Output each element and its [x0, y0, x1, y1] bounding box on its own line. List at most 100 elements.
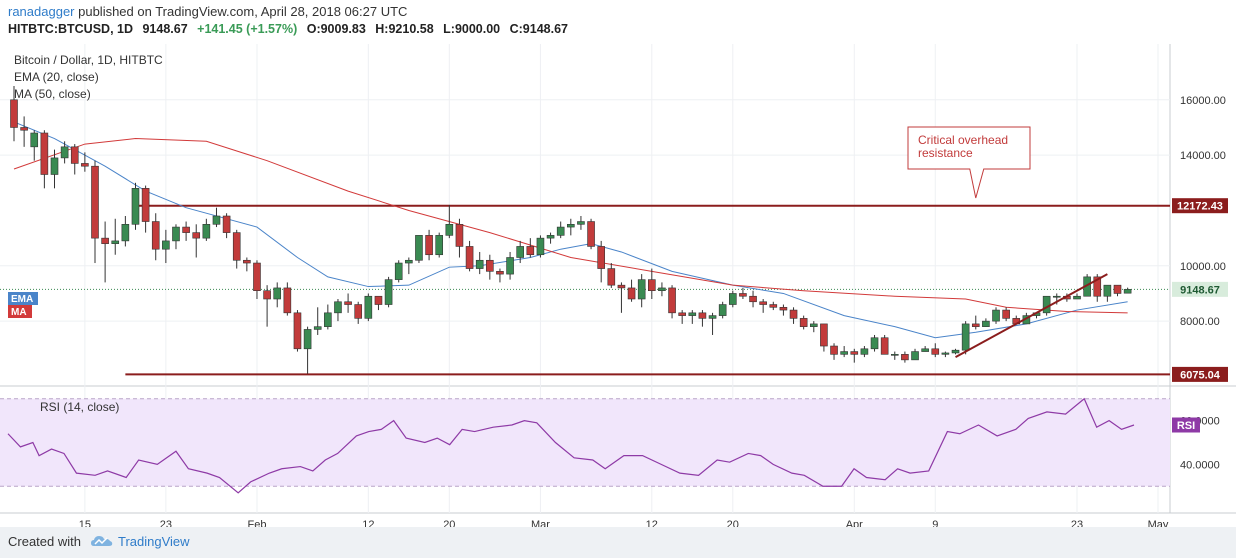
candle-down: [749, 295, 757, 303]
horizontal-levels: [0, 204, 1170, 376]
y-tick-label: 8000.00: [1180, 316, 1220, 328]
candle-down: [627, 287, 636, 300]
candle-up: [941, 352, 950, 355]
candle-down: [698, 312, 707, 319]
candle-down: [607, 268, 616, 286]
candle-up: [961, 323, 970, 351]
x-tick-label: 20: [443, 519, 455, 527]
candle-up: [475, 259, 484, 269]
candle-down: [526, 246, 535, 256]
candle-up: [921, 348, 929, 352]
x-tick-label: May: [1148, 519, 1169, 527]
candle-up: [162, 240, 170, 250]
candle-up: [809, 323, 818, 327]
callout-line-2: resistance: [918, 146, 973, 160]
candle-down: [293, 312, 302, 350]
last-price-text: 9148.67: [142, 22, 188, 36]
published-line: ranadagger published on TradingView.com,…: [8, 4, 407, 19]
x-tick-label: Apr: [846, 519, 863, 527]
candle-down: [20, 127, 28, 131]
author-link[interactable]: ranadagger: [8, 4, 75, 19]
candle-down: [1093, 276, 1102, 297]
candles: [10, 85, 1132, 374]
candle-up: [445, 224, 454, 236]
candle-down: [10, 99, 18, 128]
ema-tag-label: EMA: [11, 294, 33, 305]
tradingview-cloud-icon: [91, 536, 113, 546]
candle-up: [394, 262, 403, 280]
candle-down: [243, 259, 251, 264]
candle-down: [455, 224, 464, 247]
candle-down: [799, 318, 808, 327]
candle-up: [658, 287, 666, 292]
ma-line: [13, 138, 1128, 314]
candle-up: [364, 295, 373, 319]
candle-up: [1103, 284, 1112, 297]
candle-up: [212, 215, 221, 225]
candle-up: [1123, 289, 1132, 294]
candle-down: [739, 293, 747, 297]
candle-up: [536, 237, 545, 256]
candle-up: [303, 329, 312, 350]
tradingview-brand-link[interactable]: TradingView: [118, 534, 190, 549]
resistance-callout[interactable]: Critical overhead resistance: [907, 126, 1031, 199]
ma-tag-label: MA: [11, 307, 27, 318]
chart-canvas[interactable]: 15 23 Feb 12 20 Mar 12 20 Apr 9 23 May 8000.00 10000.…: [0, 44, 1236, 527]
published-text: published on TradingView.com, April 28, …: [74, 4, 408, 19]
candle-up: [415, 235, 423, 261]
candle-down: [779, 306, 788, 311]
ema-line: [13, 121, 1128, 339]
candle-down: [141, 188, 150, 222]
candle-down: [354, 304, 363, 319]
x-tick-label: 20: [727, 519, 739, 527]
low-value: L:9000.00: [443, 22, 501, 36]
callout-bubble: [907, 126, 1031, 199]
candle-up: [313, 326, 322, 330]
candle-up: [637, 279, 646, 300]
y-tick-label: 10000.00: [1180, 261, 1226, 273]
support-price-label: 6075.04: [1180, 369, 1221, 381]
resistance-price-tag: [1172, 198, 1228, 214]
rsi-tag-label: RSI: [1177, 420, 1195, 432]
candle-down: [850, 351, 859, 355]
candle-down: [1113, 284, 1122, 294]
rsi-title: RSI (14, close): [40, 400, 119, 414]
candle-up: [30, 132, 39, 148]
candle-down: [668, 287, 676, 314]
candle-up: [951, 349, 960, 354]
candle-down: [759, 301, 767, 305]
rsi-tick-label: 40.0000: [1180, 459, 1220, 471]
candle-up: [131, 188, 140, 225]
x-tick-label: Mar: [531, 519, 550, 527]
moving-averages: [13, 121, 1128, 339]
candle-down: [253, 262, 261, 292]
candle-up: [516, 246, 524, 258]
rsi-band-fill: [0, 398, 1170, 487]
candle-down: [232, 232, 241, 261]
callout-line-1: Critical overhead: [918, 133, 1008, 147]
last-price-label: 9148.67: [1180, 284, 1220, 296]
candle-up: [567, 224, 575, 228]
candle-up: [840, 351, 848, 355]
candle-up: [911, 351, 919, 361]
candle-up: [324, 312, 332, 327]
support-price-tag: [1172, 366, 1228, 382]
trendline-layer: [955, 273, 1108, 358]
x-tick-label: 12: [362, 519, 374, 527]
candle-up: [202, 224, 211, 239]
candle-up: [556, 226, 565, 236]
chart-title: Bitcoin / Dollar, 1D, HITBTC: [14, 53, 163, 67]
close-value: C:9148.67: [509, 22, 568, 36]
rsi-line: [7, 397, 1135, 494]
candle-down: [880, 337, 889, 355]
candle-down: [496, 271, 504, 275]
rsi-layer: [7, 397, 1135, 494]
candle-up: [172, 226, 180, 242]
candle-down: [678, 312, 686, 316]
candle-down: [222, 215, 231, 233]
resistance-price-label: 12172.43: [1177, 201, 1223, 213]
candle-down: [91, 165, 99, 239]
candle-down: [151, 221, 160, 250]
open-value: O:9009.83: [306, 22, 366, 36]
candle-up: [50, 157, 59, 175]
